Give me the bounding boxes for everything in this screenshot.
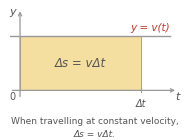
Text: y = v(t): y = v(t) [130,23,170,33]
Bar [20,36,141,90]
Text: y: y [9,7,15,17]
Text: t: t [176,92,180,102]
Text: Δt: Δt [136,99,146,109]
Text: 0: 0 [9,92,15,102]
Text: Δs = vΔt.: Δs = vΔt. [74,130,116,139]
Text: When travelling at constant velocity,: When travelling at constant velocity, [11,117,179,126]
Text: Δs = vΔt: Δs = vΔt [55,57,106,70]
